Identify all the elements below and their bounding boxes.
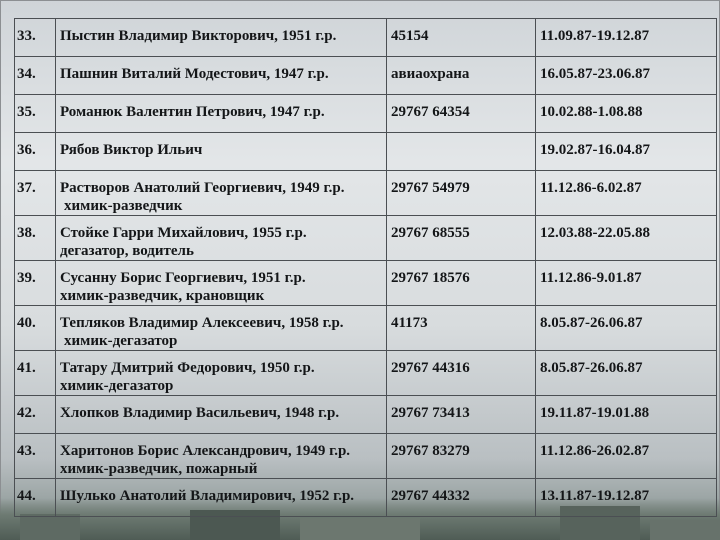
service-period: 19.02.87-16.04.87 [535,132,717,171]
person-name: Харитонов Борис Александрович, 1949 г.р. [60,443,351,459]
roster-table: 33. Пыстин Владимир Викторович, 1951 г.р.… [14,18,717,517]
person-name: Растворов Анатолий Георгиевич, 1949 г.р. [60,180,345,196]
person-name: Тепляков Владимир Алексеевич, 1958 г.р. [60,315,344,331]
person-role: химик-разведчик, крановщик [60,288,265,304]
person-role: дегазатор, водитель [60,243,194,259]
row-number: 38. [14,215,56,261]
person-role: химик-дегазатор [60,378,174,394]
person-name: Хлопков Владимир Васильевич, 1948 г.р. [60,405,340,421]
person-cell: Хлопков Владимир Васильевич, 1948 г.р. [55,395,387,434]
person-cell: Пашнин Виталий Модестович, 1947 г.р. [55,56,387,95]
table-row: 36. Рябов Виктор Ильич 19.02.87-16.04.87 [14,132,717,171]
row-number: 39. [14,260,56,306]
document-number: 41173 [386,305,536,351]
person-name: Пашнин Виталий Модестович, 1947 г.р. [60,66,329,82]
service-period: 19.11.87-19.01.88 [535,395,717,434]
service-period: 10.02.88-1.08.88 [535,94,717,133]
row-number: 42. [14,395,56,434]
row-number: 36. [14,132,56,171]
person-name: Пыстин Владимир Викторович, 1951 г.р. [60,28,337,44]
table-row: 38. Стойке Гарри Михайлович, 1955 г.р. дег… [14,215,717,261]
person-cell: Сусанну Борис Георгиевич, 1951 г.р. химик… [55,260,387,306]
service-period: 8.05.87-26.06.87 [535,305,717,351]
row-number: 33. [14,18,56,57]
row-number: 37. [14,170,56,216]
person-cell: Татару Дмитрий Федорович, 1950 г.р. химик… [55,350,387,396]
service-period: 11.12.86-26.02.87 [535,433,717,479]
person-cell: Харитонов Борис Александрович, 1949 г.р.… [55,433,387,479]
person-name: Рябов Виктор Ильич [60,142,203,158]
person-role: химик-разведчик, пожарный [60,461,258,477]
service-period: 11.12.86-9.01.87 [535,260,717,306]
document-number: 29767 73413 [386,395,536,434]
service-period: 12.03.88-22.05.88 [535,215,717,261]
row-number: 43. [14,433,56,479]
document-number: 29767 18576 [386,260,536,306]
document-number: 29767 44332 [386,478,536,517]
service-period: 13.11.87-19.12.87 [535,478,717,517]
row-number: 35. [14,94,56,133]
table-row: 42. Хлопков Владимир Васильевич, 1948 г.р… [14,395,717,434]
document-number: 45154 [386,18,536,57]
document-number: 29767 83279 [386,433,536,479]
person-cell: Пыстин Владимир Викторович, 1951 г.р. [55,18,387,57]
service-period: 8.05.87-26.06.87 [535,350,717,396]
table-row: 39. Сусанну Борис Георгиевич, 1951 г.р. хи… [14,260,717,306]
service-period: 11.12.86-6.02.87 [535,170,717,216]
document-number: 29767 68555 [386,215,536,261]
row-number: 44. [14,478,56,517]
person-role: химик-разведчик [64,198,183,214]
person-name: Татару Дмитрий Федорович, 1950 г.р. [60,360,315,376]
person-cell: Тепляков Владимир Алексеевич, 1958 г.р. х… [55,305,387,351]
service-period: 11.09.87-19.12.87 [535,18,717,57]
person-cell: Романюк Валентин Петрович, 1947 г.р. [55,94,387,133]
table-row: 37. Растворов Анатолий Георгиевич, 1949 г… [14,170,717,216]
document-number: 29767 44316 [386,350,536,396]
person-name: Шулько Анатолий Владимирович, 1952 г.р. [60,488,355,504]
table-row: 41. Татару Дмитрий Федорович, 1950 г.р. хи… [14,350,717,396]
document-number: авиаохрана [386,56,536,95]
table-row: 34. Пашнин Виталий Модестович, 1947 г.р. а… [14,56,717,95]
person-cell: Растворов Анатолий Георгиевич, 1949 г.р.… [55,170,387,216]
table-row: 33. Пыстин Владимир Викторович, 1951 г.р.… [14,18,717,57]
person-name: Сусанну Борис Георгиевич, 1951 г.р. [60,270,306,286]
document-number: 29767 54979 [386,170,536,216]
building-silhouette [300,518,420,540]
person-name: Романюк Валентин Петрович, 1947 г.р. [60,104,325,120]
table-row: 43. Харитонов Борис Александрович, 1949 г… [14,433,717,479]
row-number: 41. [14,350,56,396]
person-name: Стойке Гарри Михайлович, 1955 г.р. [60,225,307,241]
person-role: химик-дегазатор [64,333,178,349]
person-cell: Рябов Виктор Ильич [55,132,387,171]
building-silhouette [650,520,720,540]
building-silhouette [20,514,80,540]
row-number: 40. [14,305,56,351]
table-row: 40. Тепляков Владимир Алексеевич, 1958 г.… [14,305,717,351]
person-cell: Шулько Анатолий Владимирович, 1952 г.р. [55,478,387,517]
document-number [386,132,536,171]
service-period: 16.05.87-23.06.87 [535,56,717,95]
table-row: 44. Шулько Анатолий Владимирович, 1952 г.… [14,478,717,517]
table-row: 35. Романюк Валентин Петрович, 1947 г.р. 2… [14,94,717,133]
person-cell: Стойке Гарри Михайлович, 1955 г.р. дегаза… [55,215,387,261]
document-number: 29767 64354 [386,94,536,133]
roster-table-container: 33. Пыстин Владимир Викторович, 1951 г.р.… [14,18,717,517]
row-number: 34. [14,56,56,95]
